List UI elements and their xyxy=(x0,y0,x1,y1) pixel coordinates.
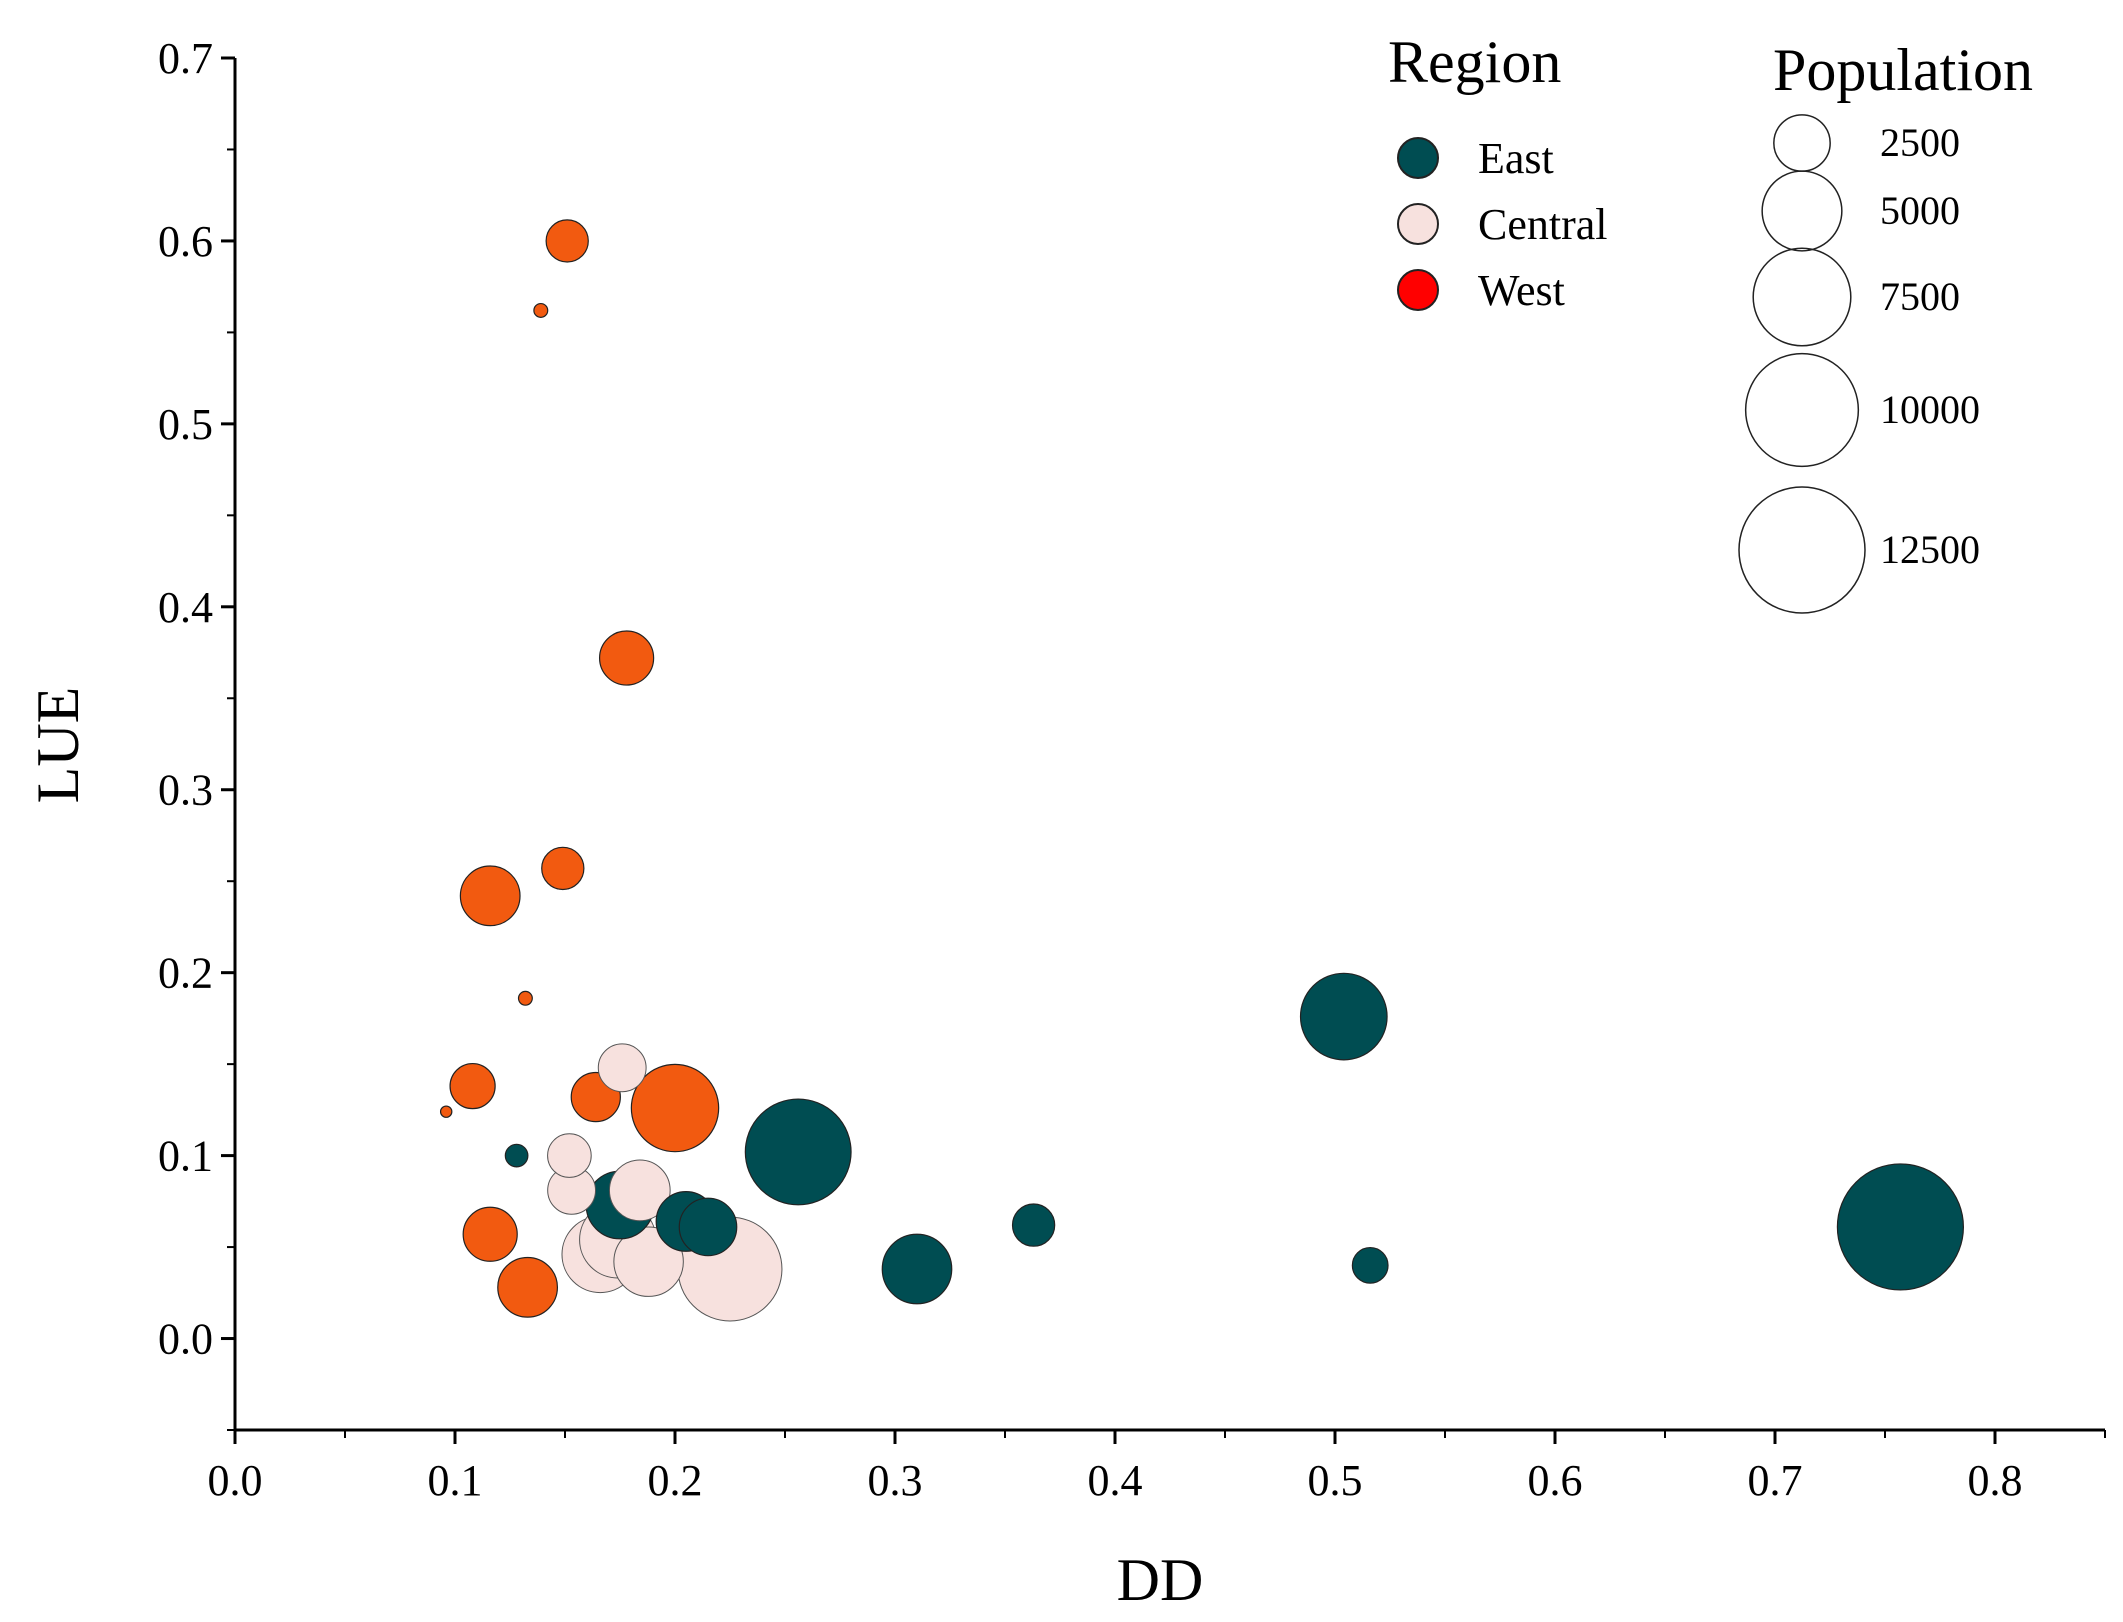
bubble-west xyxy=(439,1105,453,1118)
bubble-east xyxy=(1299,972,1388,1061)
y-tick-label: 0.5 xyxy=(158,400,213,449)
population-legend-label: 10000 xyxy=(1880,387,1980,432)
x-tick-label: 0.5 xyxy=(1308,1456,1363,1505)
y-tick-label: 0.2 xyxy=(158,949,213,998)
y-tick-label: 0.0 xyxy=(158,1315,213,1364)
bubble-west xyxy=(533,302,549,318)
bubble-east xyxy=(504,1143,529,1168)
x-tick-label: 0.2 xyxy=(648,1456,703,1505)
x-tick-label: 0.4 xyxy=(1088,1456,1143,1505)
y-axis-ticks: 0.0 0.1 0.2 0.3 0.4 0.5 0.6 0.7 xyxy=(158,34,235,1431)
population-legend-circle xyxy=(1761,170,1843,252)
population-legend-circle xyxy=(1773,114,1831,172)
bubble-west xyxy=(630,1063,720,1153)
x-tick-label: 0.8 xyxy=(1968,1456,2023,1505)
y-axis-title: LUE xyxy=(25,687,91,804)
x-tick-label: 0.7 xyxy=(1748,1456,1803,1505)
y-tick-label: 0.7 xyxy=(158,34,213,83)
x-axis-ticks: 0.0 0.1 0.2 0.3 0.4 0.5 0.6 0.7 0.8 xyxy=(208,1430,2106,1505)
x-tick-label: 0.3 xyxy=(868,1456,923,1505)
population-legend: Population 2500 5000 7500 10000 12500 xyxy=(1738,37,2033,614)
population-legend-title: Population xyxy=(1773,37,2033,103)
legend-marker-central xyxy=(1397,203,1439,245)
bubble-west xyxy=(545,219,589,263)
y-tick-label: 0.4 xyxy=(158,583,213,632)
bubble-east xyxy=(744,1098,852,1206)
bubble-west xyxy=(459,865,521,927)
population-legend-label: 7500 xyxy=(1880,274,1960,319)
region-legend: Region East Central West xyxy=(1388,29,1608,315)
bubble-west xyxy=(462,1206,518,1262)
legend-label-central: Central xyxy=(1478,200,1608,249)
bubble-east xyxy=(881,1233,953,1305)
population-legend-label: 5000 xyxy=(1880,188,1960,233)
bubble-west xyxy=(449,1062,496,1110)
bubble-east xyxy=(678,1197,738,1257)
bubble-east xyxy=(1351,1246,1389,1284)
bubbles-layer xyxy=(439,219,1965,1322)
bubble-west xyxy=(598,630,655,686)
y-tick-label: 0.6 xyxy=(158,217,213,266)
bubble-east xyxy=(1011,1203,1056,1247)
bubble-west xyxy=(541,846,585,891)
x-tick-label: 0.6 xyxy=(1528,1456,1583,1505)
x-tick-label: 0.1 xyxy=(428,1456,483,1505)
population-legend-circle xyxy=(1752,247,1852,347)
x-tick-label: 0.0 xyxy=(208,1456,263,1505)
region-legend-title: Region xyxy=(1388,29,1561,95)
bubble-west xyxy=(517,990,533,1006)
legend-marker-east xyxy=(1397,137,1439,179)
population-legend-label: 2500 xyxy=(1880,120,1960,165)
bubble-central xyxy=(597,1043,647,1093)
legend-marker-west xyxy=(1397,269,1439,311)
population-legend-label: 12500 xyxy=(1880,527,1980,572)
population-legend-circle xyxy=(1738,486,1866,614)
y-tick-label: 0.3 xyxy=(158,766,213,815)
legend-label-east: East xyxy=(1478,134,1554,183)
axes: 0.0 0.1 0.2 0.3 0.4 0.5 0.6 0.7 0.8 0.0 0.1 0.2 0.3… xyxy=(158,34,2106,1505)
bubble-central xyxy=(608,1159,671,1222)
population-legend-circle xyxy=(1744,352,1860,468)
bubble-east xyxy=(1836,1163,1965,1291)
y-tick-label: 0.1 xyxy=(158,1132,213,1181)
bubble-west xyxy=(497,1256,559,1318)
x-axis-title: DD xyxy=(1117,1547,1204,1613)
bubble-central xyxy=(547,1133,592,1178)
legend-label-west: West xyxy=(1478,266,1565,315)
